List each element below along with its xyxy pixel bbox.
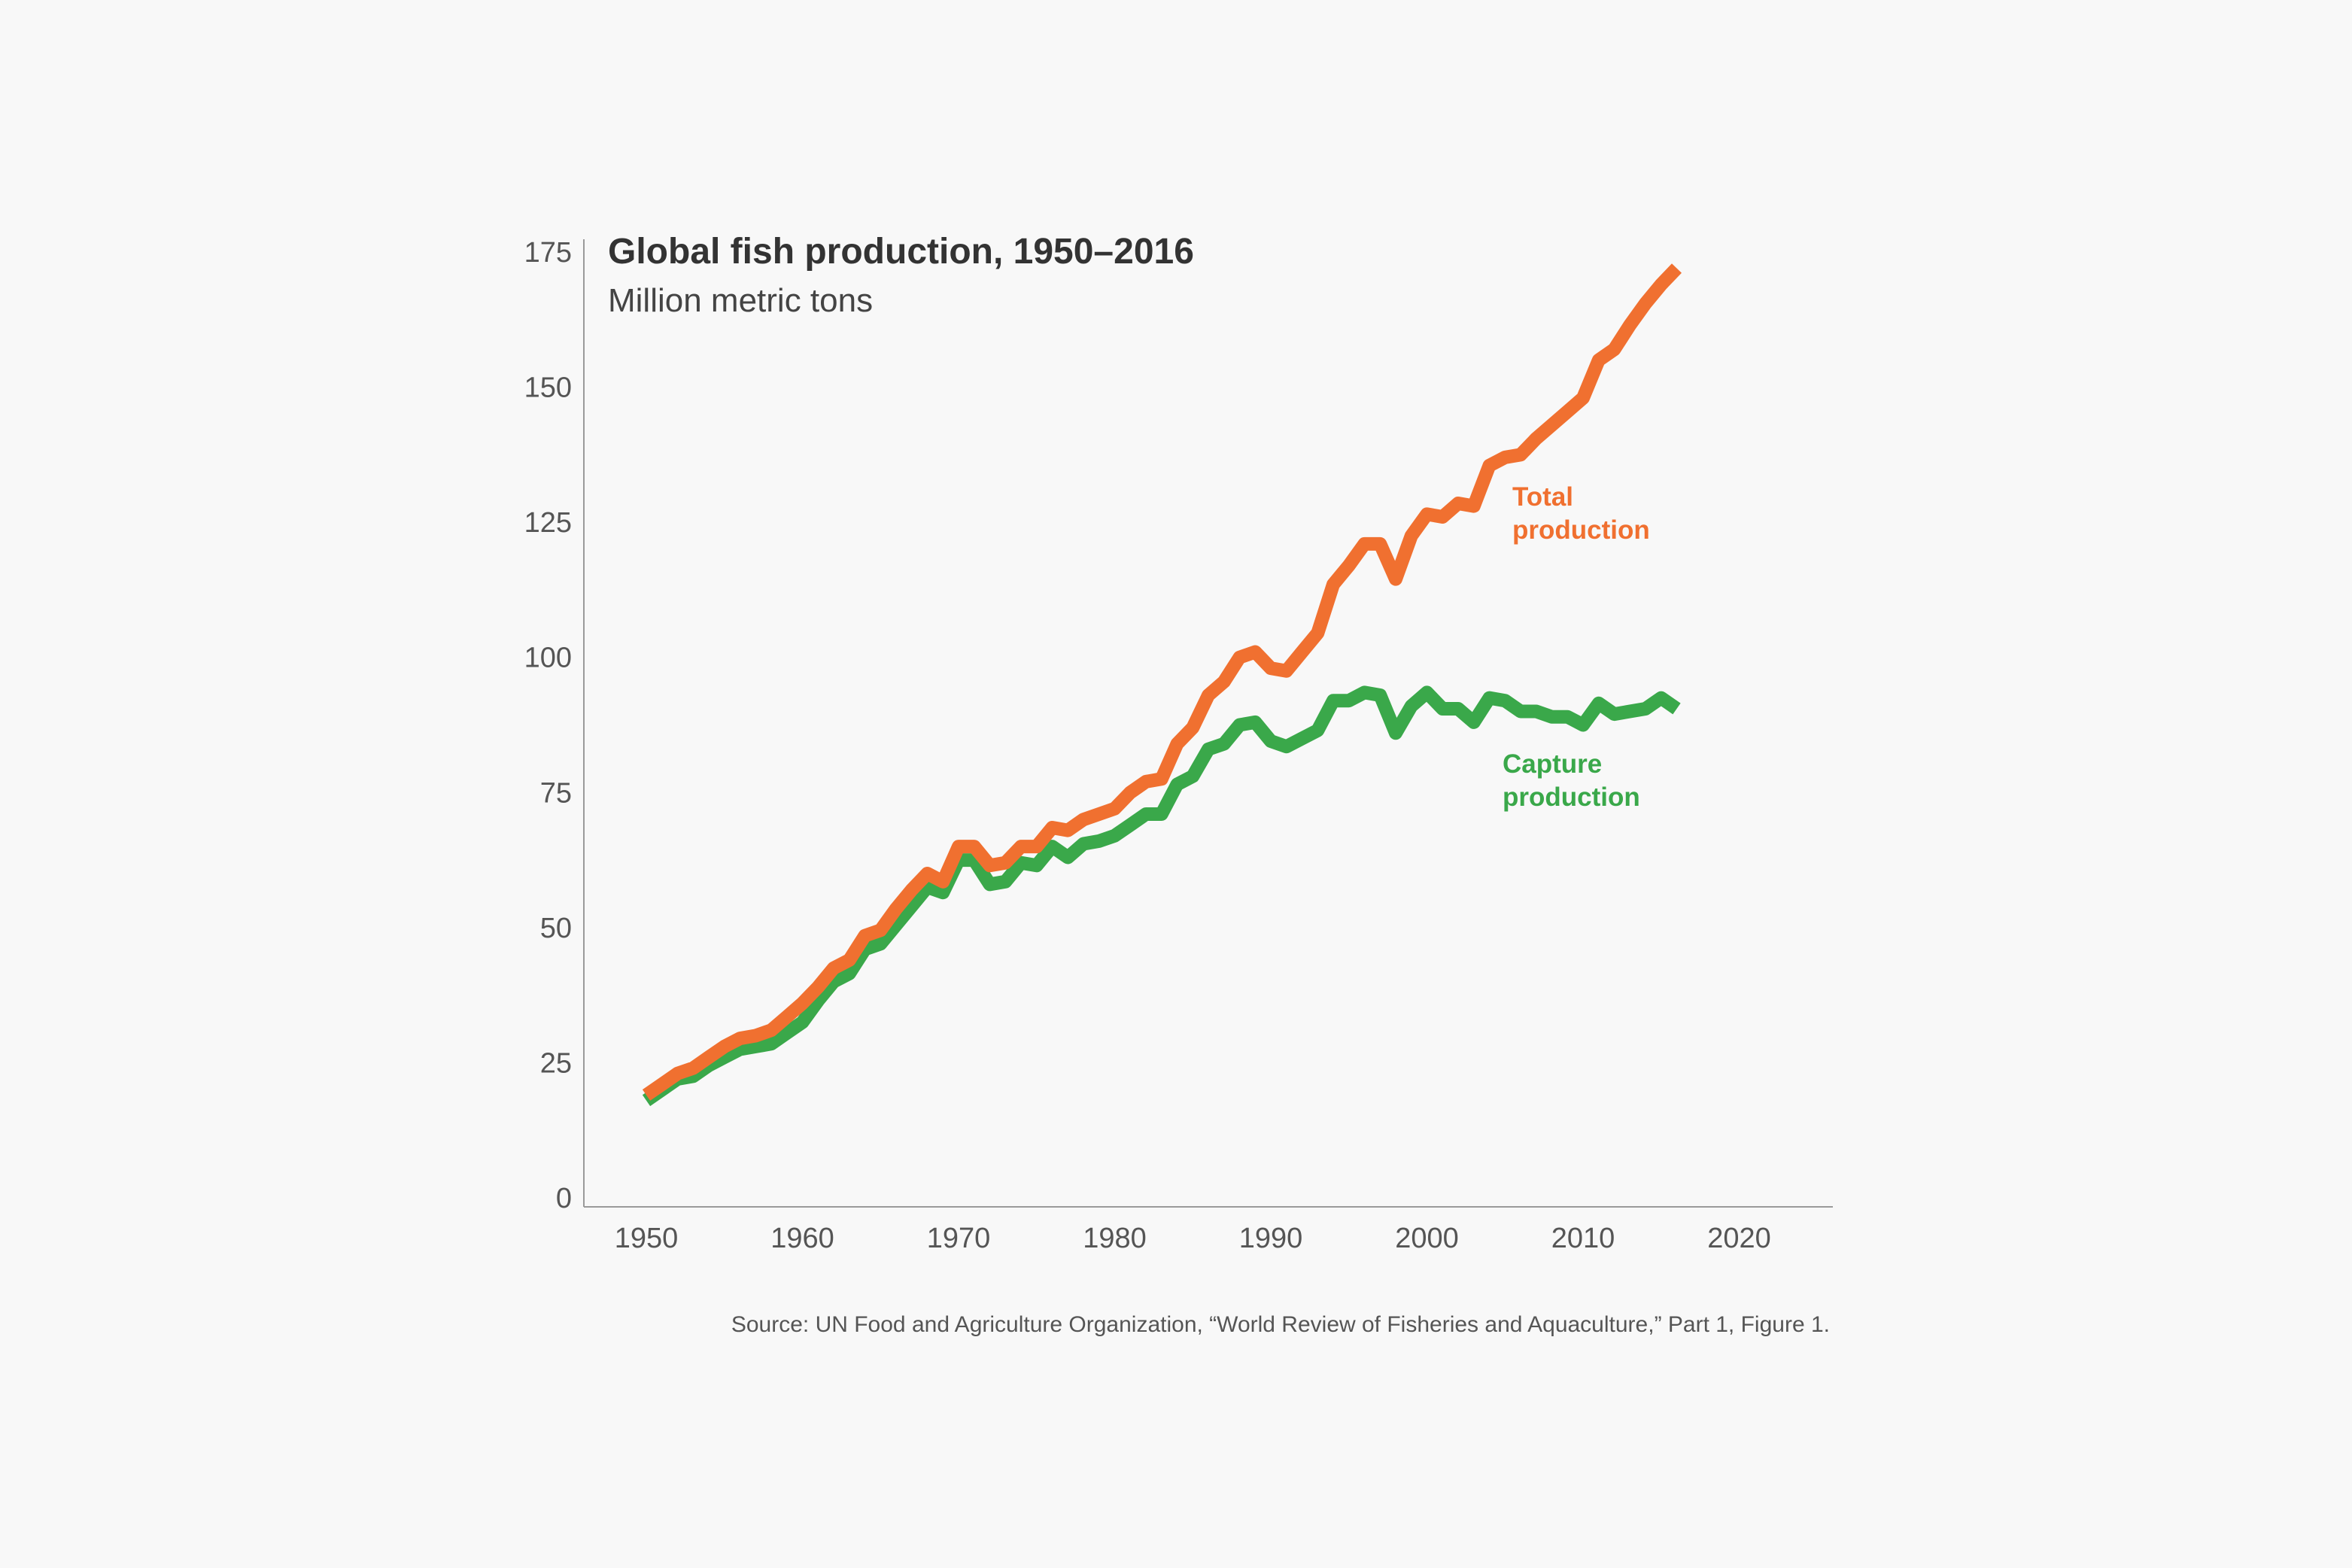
capture-production-label: Capture production — [1503, 749, 1640, 812]
x-tick-label: 1950 — [615, 1223, 679, 1254]
x-tick-labels: 1950 1960 1970 1980 1990 2000 2010 2020 — [615, 1223, 1771, 1254]
y-tick-label: 175 — [524, 237, 572, 269]
y-tick-labels: 0 25 50 75 100 125 150 175 — [524, 237, 572, 1214]
y-tick-label: 125 — [524, 507, 572, 539]
y-tick-label: 100 — [524, 643, 572, 674]
capture-production-line — [642, 685, 1681, 1107]
total-production-label: Total production — [1512, 482, 1650, 545]
series-label-line: Total — [1512, 482, 1573, 512]
y-tick-label: 0 — [556, 1183, 572, 1214]
chart-subtitle: Million metric tons — [608, 282, 873, 319]
source-note: Source: UN Food and Agriculture Organiza… — [731, 1312, 1830, 1337]
y-tick-label: 50 — [540, 913, 572, 944]
x-tick-label: 2020 — [1707, 1223, 1771, 1254]
x-tick-label: 1970 — [927, 1223, 991, 1254]
x-tick-label: 1980 — [1083, 1223, 1147, 1254]
x-tick-label: 1960 — [770, 1223, 834, 1254]
total-production-line — [642, 263, 1682, 1101]
series-label-line: Capture — [1503, 749, 1602, 779]
y-tick-label: 150 — [524, 372, 572, 404]
series-label-line: production — [1503, 782, 1640, 812]
x-tick-label: 1990 — [1239, 1223, 1303, 1254]
x-tick-label: 2010 — [1551, 1223, 1615, 1254]
y-tick-label: 75 — [540, 777, 572, 809]
x-tick-label: 2000 — [1395, 1223, 1459, 1254]
chart-title: Global fish production, 1950–2016 — [608, 232, 1194, 272]
series-lines — [642, 263, 1682, 1107]
series-label-line: production — [1512, 515, 1650, 545]
y-tick-label: 25 — [540, 1047, 572, 1079]
